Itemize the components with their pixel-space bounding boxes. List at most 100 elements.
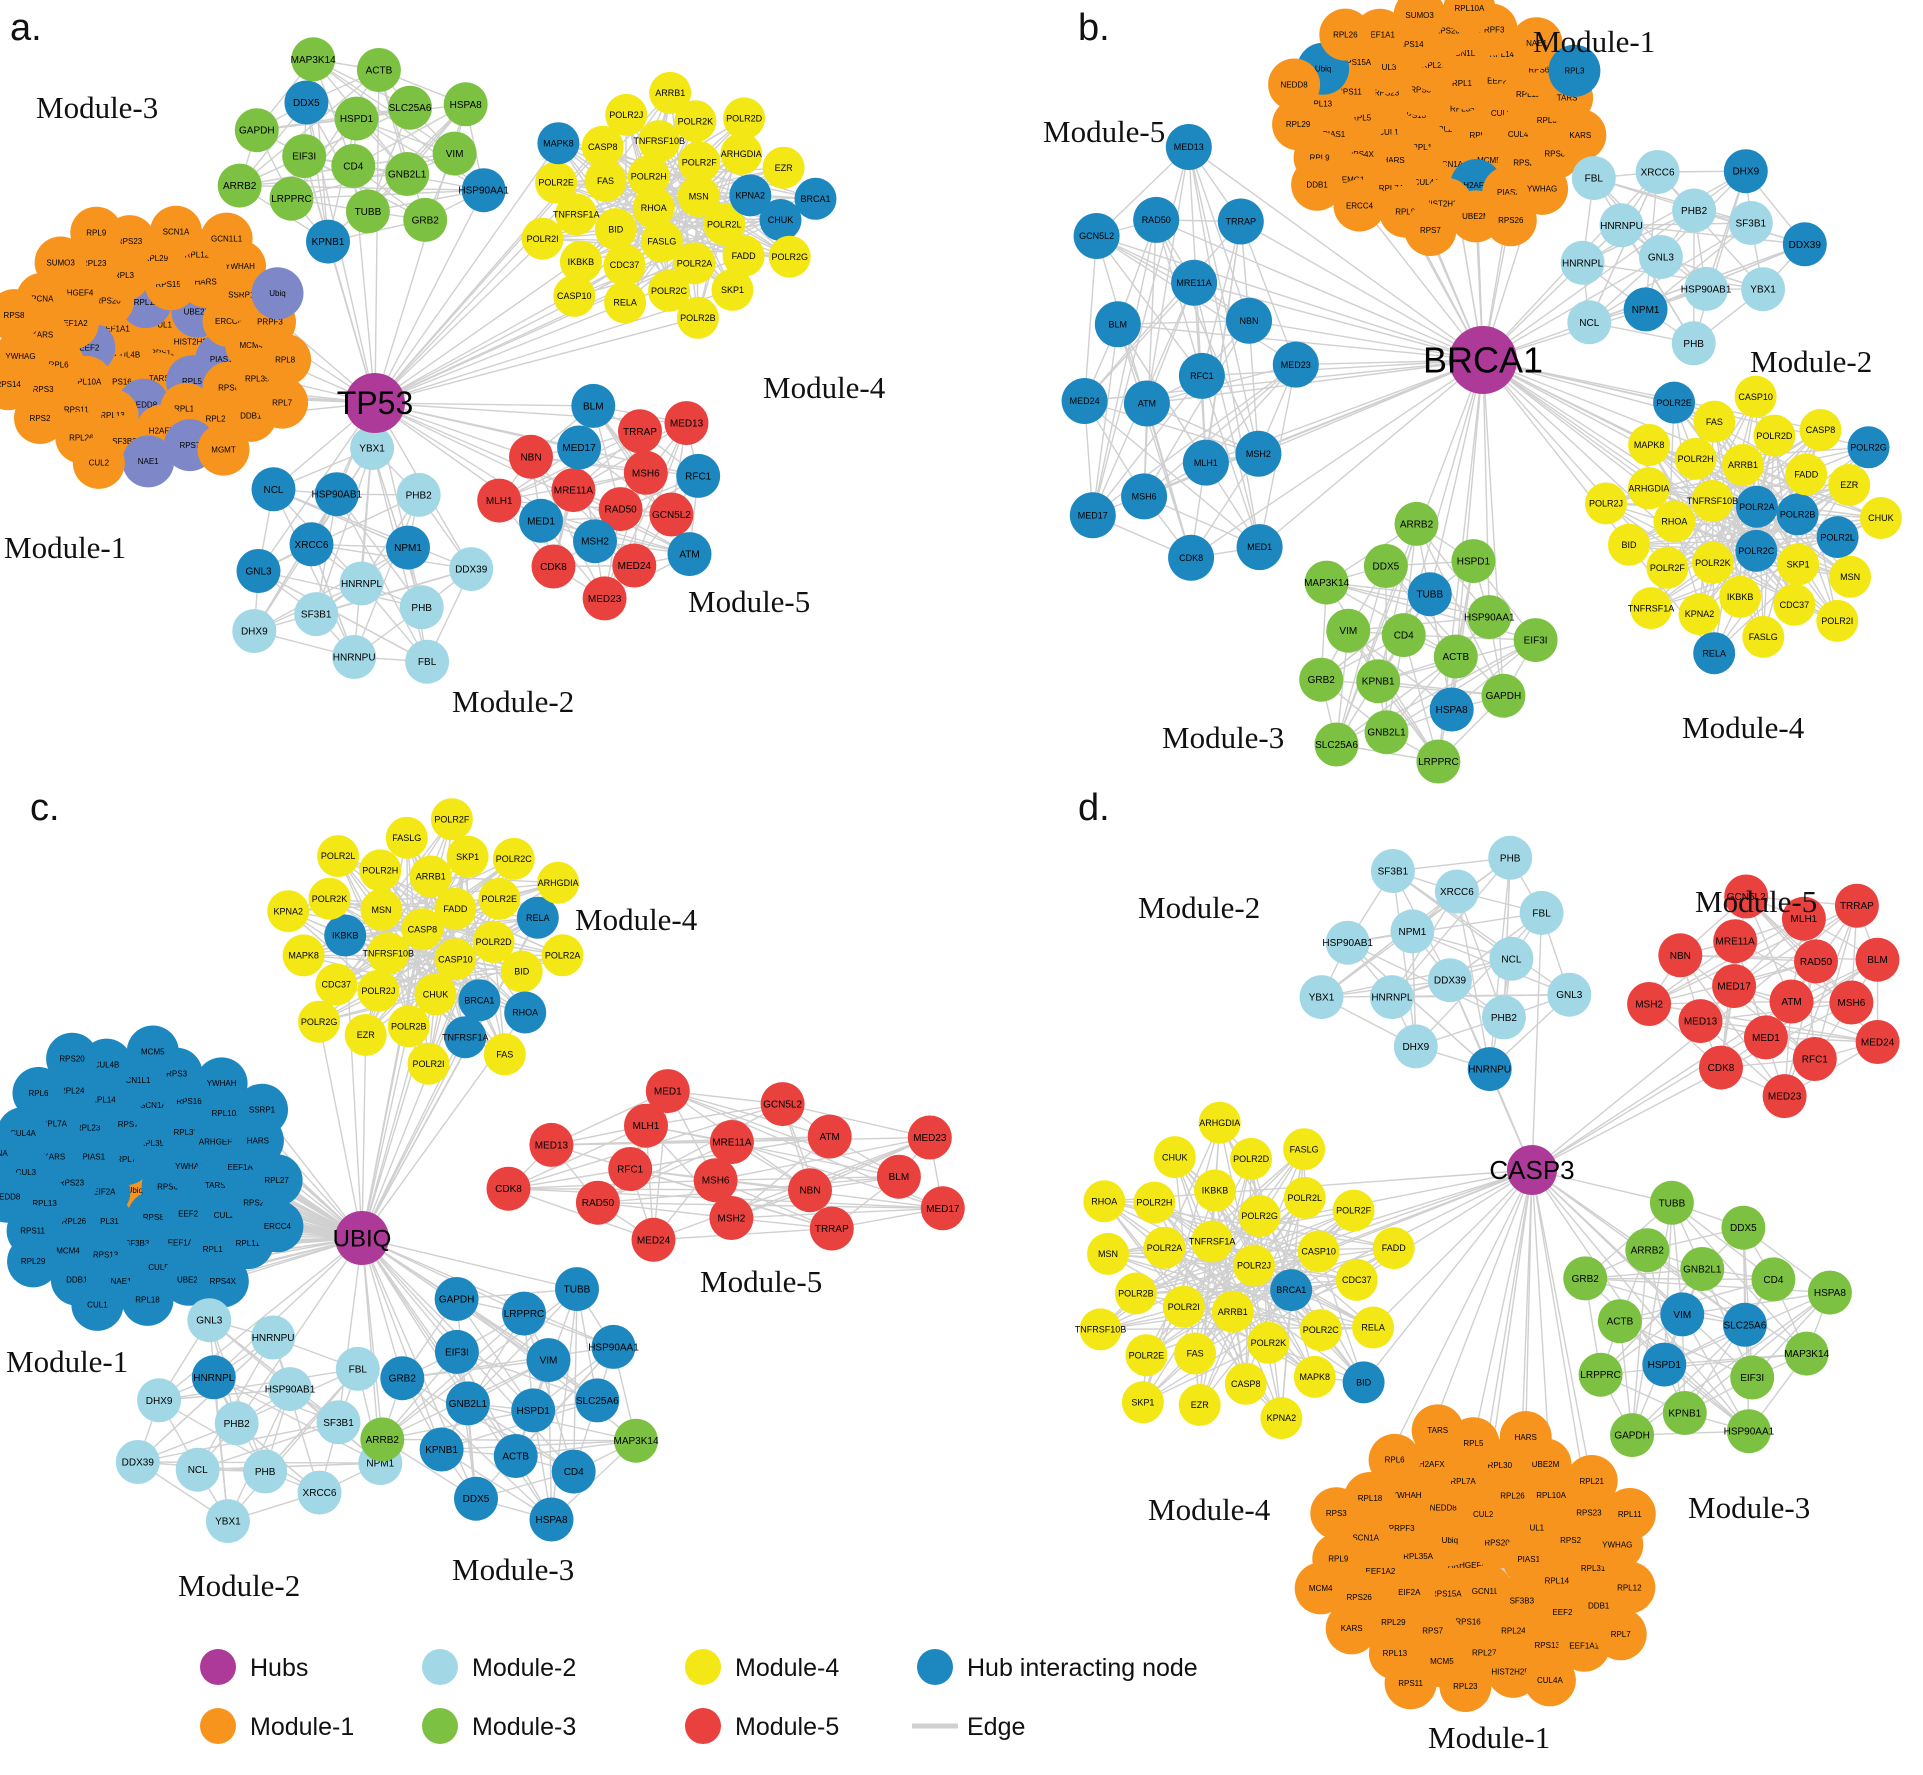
node-circle: [308, 877, 351, 920]
node-circle: [339, 561, 384, 606]
node-label-NAE1: NAE1: [111, 1277, 132, 1286]
node-label-KARS: KARS: [43, 1153, 65, 1162]
node-label-RAD50: RAD50: [1142, 215, 1171, 225]
node-circle: [1314, 722, 1359, 767]
edge: [1199, 1197, 1306, 1406]
node-circle: [1603, 1488, 1656, 1540]
hub-edge: [361, 882, 559, 1239]
node-circle: [282, 134, 327, 179]
node-circle: [1069, 492, 1116, 539]
node-label-DHX9: DHX9: [146, 1396, 173, 1407]
edge: [597, 1202, 732, 1219]
node-label-RPL11: RPL11: [236, 1239, 260, 1248]
node-label-MED17: MED17: [1078, 511, 1108, 521]
node-circle: [1272, 341, 1319, 388]
node-label-YBX1: YBX1: [359, 444, 385, 455]
edge: [1142, 1342, 1269, 1403]
label-b-module-5: Module-5: [1043, 114, 1165, 149]
node-label-IKBKB: IKBKB: [1727, 592, 1754, 602]
node-circle: [1233, 1244, 1275, 1287]
node-circle: [624, 1103, 668, 1148]
node-CHUK: CHUK: [1859, 497, 1902, 539]
node-label-YBX1: YBX1: [215, 1517, 241, 1528]
node-label-YWHAG: YWHAG: [5, 352, 35, 361]
node-label-RPS14: RPS14: [1398, 40, 1424, 49]
edge: [441, 1440, 637, 1451]
node-circle: [1678, 593, 1721, 636]
node-label-CASP8: CASP8: [588, 142, 618, 152]
node-circle: [282, 934, 325, 977]
node-circle: [443, 82, 488, 127]
node-RPS2: RPS2: [14, 392, 66, 444]
node-label-HARS: HARS: [1515, 1433, 1537, 1442]
node-CD4: CD4: [331, 144, 376, 188]
node-label-TARS: TARS: [1557, 94, 1578, 103]
node-circle: [195, 1057, 248, 1110]
node-circle: [502, 1291, 546, 1336]
node-label-RELA: RELA: [613, 298, 637, 308]
node-label-GCN5L2: GCN5L2: [652, 510, 691, 521]
hub-edge: [1372, 1169, 1533, 1328]
node-ARRB2: ARRB2: [217, 163, 262, 208]
node-DDX39: DDX39: [115, 1440, 160, 1484]
node-label-RPL21: RPL21: [1422, 61, 1447, 70]
node-circle: [504, 991, 547, 1034]
node-label-EZR: EZR: [1191, 1400, 1210, 1410]
node-label-VIM: VIM: [446, 149, 464, 160]
node-label-RPS20: RPS20: [59, 1055, 85, 1064]
node-circle: [1816, 599, 1859, 642]
node-MED1: MED1: [519, 498, 563, 543]
edge: [1321, 958, 1512, 998]
node-label-MED13: MED13: [1174, 142, 1204, 152]
node-circle: [1429, 687, 1474, 732]
node-label-ERCC4: ERCC4: [215, 317, 243, 326]
node-label-NEDD8: NEDD8: [0, 1193, 21, 1202]
node-MED1: MED1: [1743, 1015, 1788, 1060]
edge: [1084, 221, 1242, 402]
node-label-RPL9: RPL9: [1328, 1555, 1349, 1564]
node-label-RPL11: RPL11: [1516, 90, 1540, 99]
node-label-MAP3K14: MAP3K14: [291, 55, 336, 66]
node-circle: [1230, 1137, 1273, 1180]
node-label-KPNB1: KPNB1: [425, 1445, 458, 1456]
node-label-PHB: PHB: [1683, 339, 1704, 350]
node-TUBB: TUBB: [555, 1267, 599, 1312]
node-circle: [500, 950, 543, 993]
node-label-KARS: KARS: [31, 331, 53, 340]
node-label-RPS15A: RPS15A: [1431, 1590, 1462, 1599]
node-circle: [794, 177, 837, 220]
node-POLR2B: POLR2B: [1776, 493, 1819, 536]
node-POLR2B: POLR2B: [1114, 1272, 1157, 1315]
node-YBX1: YBX1: [1299, 975, 1344, 1020]
node-GNB2L1: GNB2L1: [1364, 710, 1409, 755]
node-SLC25A6: SLC25A6: [575, 1378, 620, 1423]
node-EIF3I: EIF3I: [1730, 1355, 1775, 1400]
node-PHB: PHB: [243, 1449, 288, 1494]
node-label-MSH6: MSH6: [702, 1176, 730, 1187]
node-label-MLH1: MLH1: [1791, 914, 1818, 925]
node-HSP90AB1: HSP90AB1: [312, 472, 363, 517]
node-MLH1: MLH1: [477, 478, 522, 523]
node-label-HARS: HARS: [194, 278, 216, 287]
node-NBN: NBN: [1226, 297, 1272, 344]
label-a-module-3: Module-3: [36, 90, 158, 125]
node-HSPA8: HSPA8: [1429, 687, 1474, 732]
node-PHB2: PHB2: [1672, 188, 1717, 233]
edge: [597, 1141, 733, 1204]
node-label-FBL: FBL: [418, 657, 437, 668]
node-circle: [1722, 444, 1764, 486]
panel-c-nodes: UbiqRPL7RPS6EIF2ARPL35ARPS8PIAS1YWHAGRPL…: [0, 798, 965, 1544]
node-label-RPS6: RPS6: [1528, 66, 1549, 75]
edge: [667, 1090, 830, 1138]
node-label-POLR2J: POLR2J: [609, 110, 643, 120]
node-circle: [1782, 222, 1827, 267]
node-label-POLR2A: POLR2A: [677, 259, 713, 269]
node-label-PHB: PHB: [1500, 853, 1521, 864]
node-label-CDK8: CDK8: [1708, 1063, 1735, 1074]
node-label-POLR2G: POLR2G: [301, 1017, 338, 1027]
hub-edge: [1096, 235, 1484, 361]
node-label-RPL5: RPL5: [1463, 1439, 1484, 1448]
node-CDC37: CDC37: [1773, 583, 1816, 626]
node-label-MCM4: MCM4: [1309, 1584, 1333, 1593]
panel-a-nodes: RPS13CUL4BUL1TARSEEF1A1HIST2H2BERPS16RPL…: [0, 37, 837, 684]
